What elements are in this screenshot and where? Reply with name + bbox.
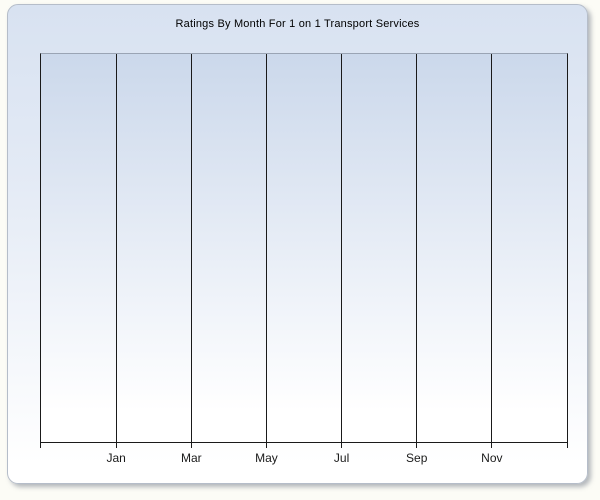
x-axis-label: Mar bbox=[180, 451, 202, 465]
x-axis-label: May bbox=[255, 451, 278, 465]
x-axis-label: Nov bbox=[481, 451, 503, 465]
plot-area: Jan Mar May Jul Sep Nov bbox=[40, 53, 568, 465]
x-axis-label: Jan bbox=[106, 451, 126, 465]
x-axis-label: Jul bbox=[333, 451, 350, 465]
axis-tick bbox=[567, 442, 568, 448]
gridline bbox=[190, 54, 192, 442]
gridline bbox=[491, 54, 493, 442]
axis-tick bbox=[491, 442, 493, 448]
axis-tick bbox=[115, 442, 117, 448]
axis-tick bbox=[265, 442, 267, 448]
gridline bbox=[265, 54, 267, 442]
gridline bbox=[115, 54, 117, 442]
gridline bbox=[341, 54, 343, 442]
gridline bbox=[416, 54, 418, 442]
axis-tick bbox=[190, 442, 192, 448]
x-axis-label: Sep bbox=[406, 451, 428, 465]
chart-window: Ratings By Month For 1 on 1 Transport Se… bbox=[7, 4, 588, 484]
chart-title: Ratings By Month For 1 on 1 Transport Se… bbox=[175, 18, 420, 30]
axis-tick bbox=[416, 442, 418, 448]
axis-tick bbox=[341, 442, 343, 448]
axis-tick bbox=[40, 442, 41, 448]
